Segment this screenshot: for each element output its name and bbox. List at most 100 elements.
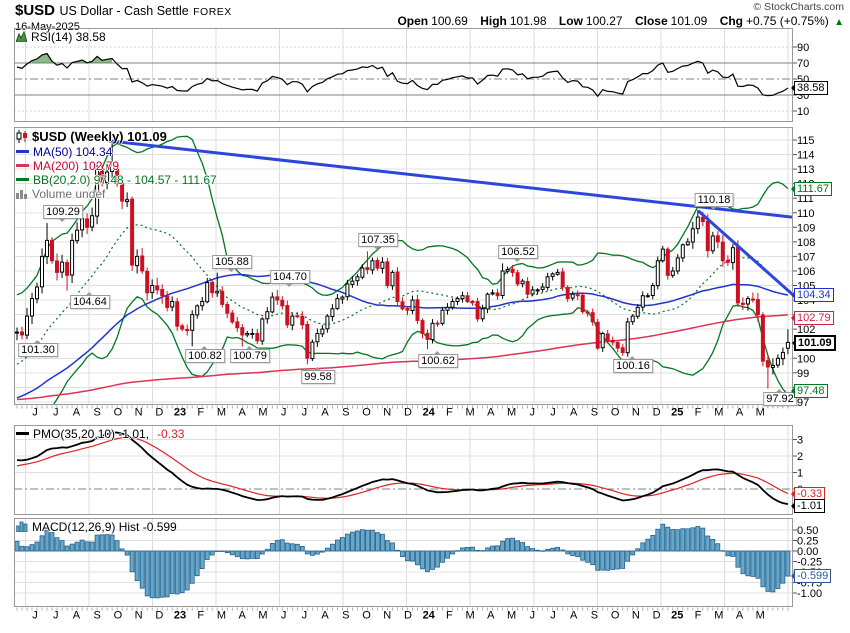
- exchange-label: FOREX: [193, 6, 232, 18]
- close-value: 101.09: [670, 14, 708, 28]
- volume-bars-icon: [16, 189, 28, 199]
- axis-value-callout--1.01: -1.01: [790, 499, 826, 513]
- svg-text:23: 23: [174, 610, 186, 622]
- open-value: 100.69: [431, 14, 468, 28]
- svg-text:O: O: [114, 610, 123, 622]
- svg-text:M: M: [258, 610, 267, 622]
- copyright: © StockCharts.com: [753, 1, 844, 13]
- chg-label: Chg: [719, 14, 744, 28]
- price-legend-label: $USD (Weekly) 101.09: [32, 129, 167, 144]
- svg-text:O: O: [611, 407, 620, 419]
- svg-text:S: S: [94, 610, 101, 622]
- svg-text:M: M: [507, 407, 516, 419]
- svg-text:24: 24: [423, 407, 436, 419]
- macd-histogram-icon: [16, 521, 28, 532]
- axis-value-callout-38.58: 38.58: [791, 81, 828, 95]
- axis-value-callout--0.599: -0.599: [790, 569, 832, 583]
- svg-text:J: J: [32, 407, 38, 419]
- chg-value: +0.75 (+0.75%): [746, 14, 829, 28]
- axis-value-callout-111.67: 111.67: [790, 182, 833, 196]
- price-annotation-97.92: 97.92: [763, 389, 797, 406]
- svg-text:A: A: [570, 407, 578, 419]
- svg-text:0.50: 0.50: [797, 525, 818, 537]
- chart-header-left: $USD US Dollar - Cash Settle FOREX 16-Ma…: [15, 2, 232, 33]
- pmo-signal-value: -0.33: [157, 426, 185, 441]
- svg-text:23: 23: [174, 407, 186, 419]
- ma200-legend-label: MA(200) 102.79: [33, 158, 120, 173]
- svg-text:O: O: [362, 610, 371, 622]
- svg-text:J: J: [281, 610, 287, 622]
- axis-value-callout-104.34: 104.34: [791, 288, 834, 302]
- quote-line: Open 100.69 High 101.98 Low 100.27 Close 101…: [397, 14, 844, 28]
- chart-date: 16-May-2025: [15, 21, 80, 33]
- price-annotation-105.88: 105.88: [212, 255, 252, 272]
- pmo-legend-label: PMO(35,20,10) -1.01,: [33, 426, 150, 441]
- rsi-legend-label: RSI(14) 38.58: [31, 29, 106, 44]
- svg-text:-0.25: -0.25: [797, 557, 822, 569]
- axis-value-callout-101.09: 101.09: [792, 335, 836, 351]
- low-label: Low: [558, 14, 583, 28]
- price-annotation-100.82: 100.82: [185, 346, 225, 363]
- svg-text:106: 106: [797, 266, 815, 278]
- high-value: 101.98: [509, 14, 547, 28]
- price-annotation-109.29: 109.29: [43, 205, 83, 222]
- svg-text:M: M: [714, 610, 723, 622]
- svg-text:J: J: [32, 610, 38, 622]
- high-label: High: [480, 14, 507, 28]
- svg-text:M: M: [466, 407, 475, 419]
- svg-text:N: N: [632, 407, 640, 419]
- svg-text:25: 25: [671, 610, 683, 622]
- svg-text:S: S: [342, 407, 349, 419]
- svg-text:S: S: [94, 407, 101, 419]
- macd-legend-label: MACD(12,26,9) Hist -0.599: [32, 519, 177, 534]
- svg-text:M: M: [258, 407, 267, 419]
- svg-text:A: A: [73, 610, 81, 622]
- svg-text:M: M: [756, 407, 765, 419]
- svg-text:J: J: [530, 610, 536, 622]
- svg-text:114: 114: [797, 150, 815, 162]
- svg-text:0.25: 0.25: [797, 536, 818, 548]
- svg-text:M: M: [507, 610, 516, 622]
- svg-text:M: M: [714, 407, 723, 419]
- svg-text:108: 108: [797, 237, 815, 249]
- price-annotation-110.18: 110.18: [694, 193, 734, 210]
- svg-text:A: A: [570, 610, 578, 622]
- volume-legend: Volume undef: [16, 187, 105, 201]
- svg-text:J: J: [530, 407, 536, 419]
- rsi-area-icon: [16, 31, 27, 42]
- svg-text:A: A: [736, 407, 744, 419]
- svg-text:A: A: [487, 407, 495, 419]
- svg-text:J: J: [53, 407, 59, 419]
- svg-text:F: F: [695, 610, 702, 622]
- svg-text:O: O: [114, 407, 123, 419]
- svg-text:1: 1: [797, 468, 803, 480]
- chg-up-arrow-icon: ▲: [834, 17, 844, 28]
- svg-text:J: J: [302, 610, 308, 622]
- svg-text:2: 2: [797, 451, 803, 463]
- svg-text:D: D: [404, 610, 412, 622]
- svg-text:107: 107: [797, 251, 815, 263]
- pmo-line-icon: [16, 432, 29, 435]
- open-label: Open: [397, 14, 429, 28]
- svg-text:S: S: [591, 407, 598, 419]
- svg-text:F: F: [446, 407, 453, 419]
- axis-value-callout-102.79: 102.79: [791, 311, 834, 325]
- pmo-legend: PMO(35,20,10) -1.01, -0.33: [16, 426, 185, 441]
- svg-text:O: O: [362, 407, 371, 419]
- price-annotation-100.16: 100.16: [613, 356, 653, 373]
- svg-text:109: 109: [797, 222, 815, 234]
- svg-text:A: A: [321, 610, 329, 622]
- svg-text:D: D: [404, 407, 412, 419]
- price-annotation-100.79: 100.79: [230, 346, 270, 363]
- price-annotation-101.30: 101.30: [18, 340, 58, 357]
- price-annotation-104.70: 104.70: [270, 270, 310, 287]
- close-label: Close: [634, 14, 668, 28]
- ma200-line-icon: [16, 164, 29, 167]
- svg-text:S: S: [591, 610, 598, 622]
- ma50-legend-label: MA(50) 104.34: [33, 144, 113, 159]
- svg-text:0.00: 0.00: [797, 546, 818, 558]
- symbol-description: US Dollar - Cash Settle: [59, 4, 189, 18]
- svg-text:D: D: [155, 407, 163, 419]
